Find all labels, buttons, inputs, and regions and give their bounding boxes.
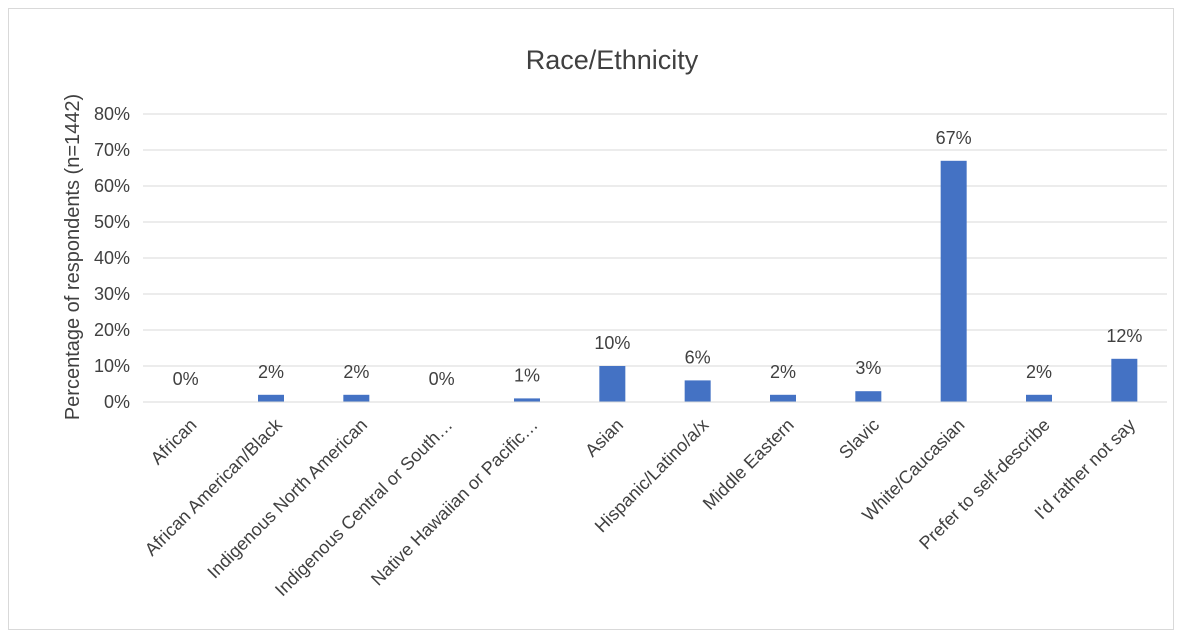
y-axis-ticks: 0% 10% 20% 30% 40% 50% 60% 70% 80% bbox=[94, 104, 130, 412]
bars bbox=[258, 160, 1138, 402]
data-label: 0% bbox=[173, 369, 199, 389]
category-label: Middle Eastern bbox=[699, 415, 798, 514]
bar bbox=[940, 160, 967, 402]
category-label: Indigenous Central or South… bbox=[271, 415, 456, 600]
data-label: 10% bbox=[594, 333, 630, 353]
data-labels: 0% 2% 2% 0% 1% 10% 6% 2% 3% 67% 2% 12% bbox=[173, 128, 1143, 389]
chart-title: Race/Ethnicity bbox=[526, 45, 699, 75]
bar bbox=[855, 391, 882, 402]
data-label: 1% bbox=[514, 365, 540, 385]
y-tick-label: 10% bbox=[94, 356, 130, 376]
bar bbox=[514, 398, 540, 402]
category-label: Native Hawaiian or Pacific… bbox=[367, 415, 542, 590]
y-tick-label: 40% bbox=[94, 248, 130, 268]
data-label: 12% bbox=[1106, 326, 1142, 346]
y-tick-label: 50% bbox=[94, 212, 130, 232]
bar bbox=[258, 394, 284, 402]
bar bbox=[1026, 394, 1052, 402]
category-label: African bbox=[147, 415, 201, 469]
bar bbox=[1111, 358, 1138, 402]
data-label: 6% bbox=[685, 347, 711, 367]
category-label: African American/Black bbox=[141, 414, 287, 560]
data-label: 3% bbox=[855, 358, 881, 378]
bar bbox=[684, 380, 711, 402]
y-tick-label: 30% bbox=[94, 284, 130, 304]
bar bbox=[343, 394, 370, 402]
data-label: 67% bbox=[936, 128, 972, 148]
chart-frame: Race/Ethnicity Percentage of respondents… bbox=[8, 8, 1174, 630]
y-tick-label: 0% bbox=[104, 392, 130, 412]
category-label: Indigenous North American bbox=[203, 415, 371, 583]
category-label: Asian bbox=[581, 415, 627, 461]
data-label: 0% bbox=[429, 369, 455, 389]
bar bbox=[599, 366, 626, 402]
bar-chart: Race/Ethnicity Percentage of respondents… bbox=[62, 45, 1167, 600]
gridlines bbox=[143, 113, 1167, 367]
data-label: 2% bbox=[1026, 362, 1052, 382]
data-label: 2% bbox=[343, 362, 369, 382]
y-axis-label: Percentage of respondents (n=1442) bbox=[62, 94, 84, 420]
category-label: Slavic bbox=[835, 415, 883, 463]
y-tick-label: 70% bbox=[94, 140, 130, 160]
y-tick-label: 20% bbox=[94, 320, 130, 340]
y-tick-label: 60% bbox=[94, 176, 130, 196]
data-label: 2% bbox=[258, 362, 284, 382]
y-tick-label: 80% bbox=[94, 104, 130, 124]
bar bbox=[770, 394, 796, 402]
data-label: 2% bbox=[770, 362, 796, 382]
